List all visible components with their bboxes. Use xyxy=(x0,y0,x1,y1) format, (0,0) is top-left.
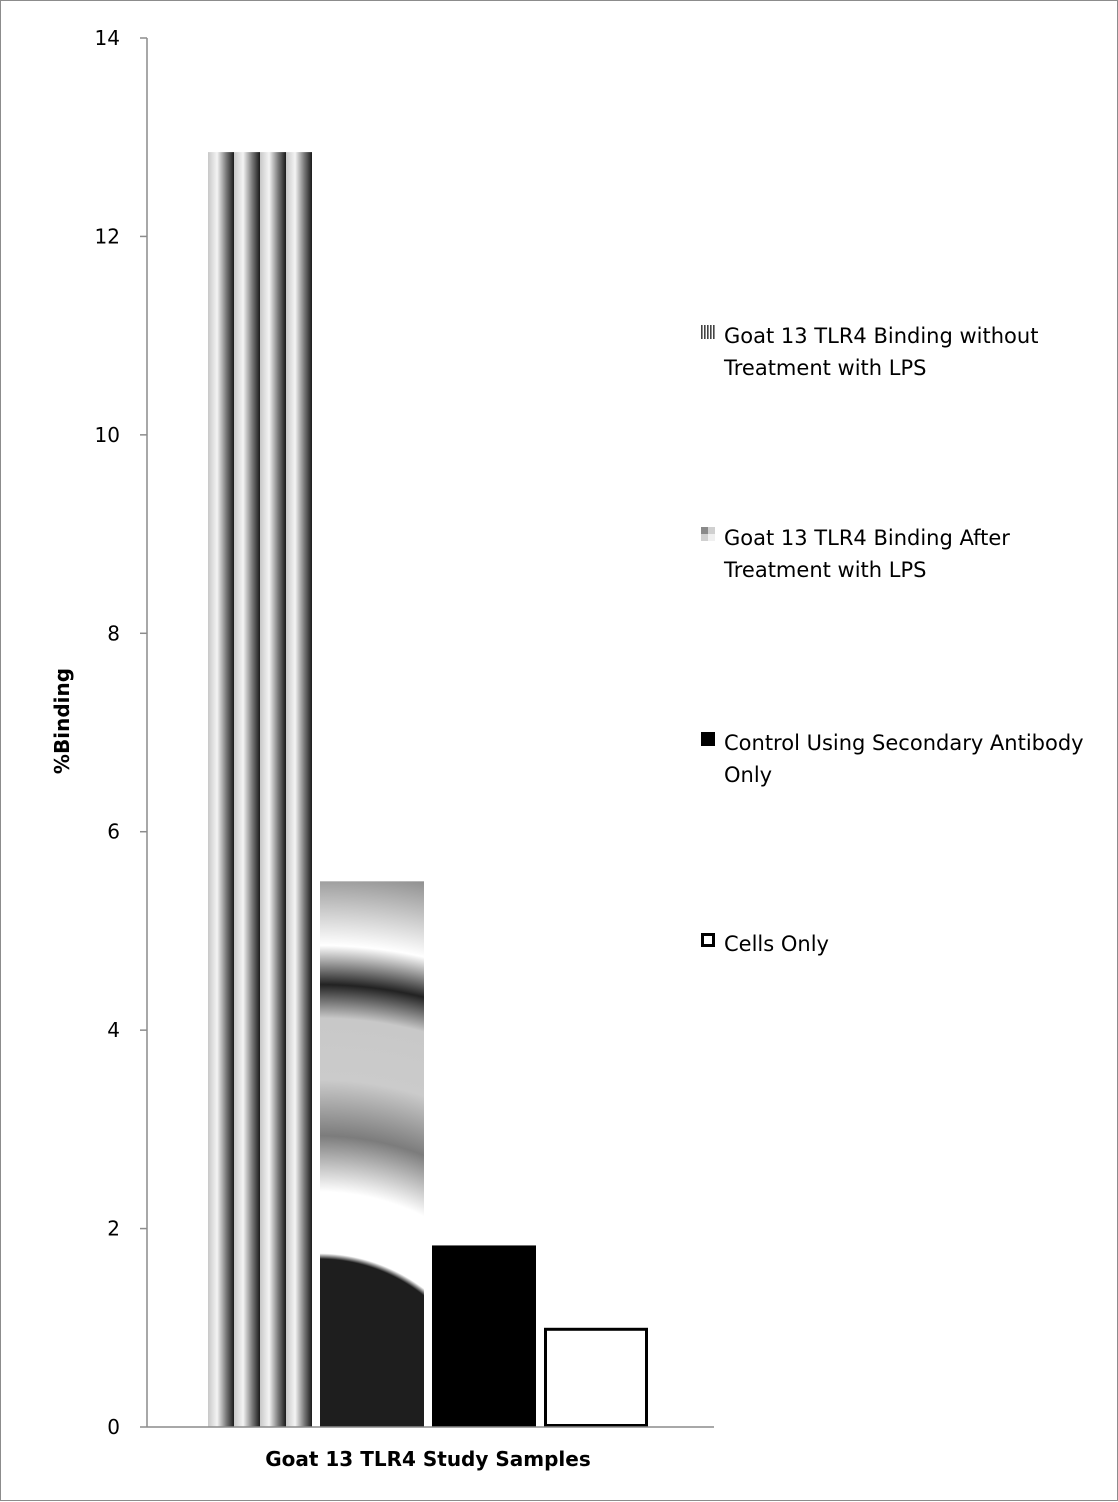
legend-label: Cells Only xyxy=(724,932,829,956)
y-tick-label: 14 xyxy=(95,26,120,50)
bar-2 xyxy=(320,881,424,1427)
legend: Goat 13 TLR4 Binding without Treatment wi… xyxy=(701,324,1084,956)
legend-label: Goat 13 TLR4 Binding After xyxy=(724,526,1010,550)
y-tick-label: 12 xyxy=(95,224,120,248)
bars xyxy=(208,152,648,1428)
legend-label: Goat 13 TLR4 Binding without xyxy=(724,324,1038,348)
y-tick-label: 6 xyxy=(107,820,120,844)
legend-label: Treatment with LPS xyxy=(723,356,926,380)
y-tick-label: 10 xyxy=(95,423,120,447)
bar-3 xyxy=(432,1245,536,1427)
legend-label: Control Using Secondary Antibody xyxy=(724,731,1084,755)
y-tick-label: 4 xyxy=(107,1018,120,1042)
legend-label: Treatment with LPS xyxy=(723,558,926,582)
legend-swatch-outline xyxy=(701,933,715,947)
y-tick-label: 8 xyxy=(107,621,120,645)
legend-swatch-stripes xyxy=(701,325,715,339)
legend-label: Only xyxy=(724,763,772,787)
x-axis-title: Goat 13 TLR4 Study Samples xyxy=(265,1447,591,1471)
y-tick-label: 2 xyxy=(107,1217,120,1241)
bar-4 xyxy=(544,1327,648,1428)
y-axis-title: %Binding xyxy=(50,668,74,774)
y-axis-ticks: 0 2 4 6 8 10 12 14 xyxy=(95,26,147,1439)
legend-swatch-shaded xyxy=(701,527,715,541)
y-tick-label: 0 xyxy=(107,1415,120,1439)
bar-1 xyxy=(208,152,312,1427)
legend-swatch-solid xyxy=(701,732,715,746)
